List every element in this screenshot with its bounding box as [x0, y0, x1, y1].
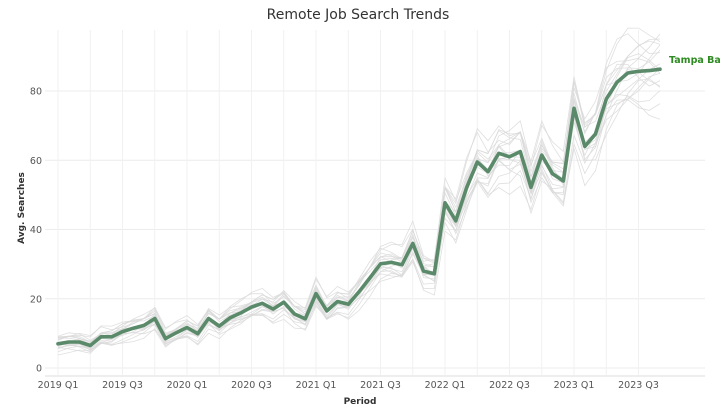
y-tick-label: 20 — [30, 294, 42, 305]
y-axis-ticks: 0 20 40 60 80 — [30, 87, 42, 375]
x-tick-label: 2022 Q3 — [489, 380, 530, 391]
y-tick-label: 0 — [36, 364, 42, 375]
x-axis-ticks: 2019 Q1 2019 Q3 2020 Q1 2020 Q3 2021 Q1 2021 … — [38, 380, 659, 391]
x-tick-label: 2021 Q3 — [360, 380, 401, 391]
background-series-line — [57, 68, 661, 351]
background-series-line — [57, 38, 661, 344]
series-label-tampa-bay: Tampa Bay — [669, 55, 720, 66]
background-series-line — [57, 33, 661, 341]
x-tick-label: 2021 Q1 — [296, 380, 337, 391]
background-series-line — [57, 49, 661, 343]
series-line-tampa-bay — [56, 67, 662, 348]
x-axis-label: Period — [344, 397, 377, 407]
x-tick-label: 2020 Q1 — [167, 380, 208, 391]
x-tick-label: 2023 Q3 — [618, 380, 659, 391]
x-tick-label: 2019 Q3 — [102, 380, 143, 391]
x-tick-label: 2019 Q1 — [38, 380, 79, 391]
background-series-line — [57, 96, 661, 356]
background-series-line — [58, 53, 661, 346]
x-tick-label: 2023 Q1 — [554, 380, 595, 391]
y-tick-label: 80 — [30, 87, 42, 98]
background-series-group — [57, 27, 661, 356]
x-tick-label: 2022 Q1 — [425, 380, 466, 391]
x-tick-label: 2020 Q3 — [231, 380, 272, 391]
y-tick-label: 40 — [30, 225, 42, 236]
y-axis-label: Avg. Searches — [17, 172, 27, 244]
background-series-line — [57, 33, 661, 341]
y-tick-label: 60 — [30, 156, 42, 167]
highlight-series-group: Tampa Bay — [56, 55, 720, 348]
chart-title: Remote Job Search Trends — [267, 7, 450, 23]
